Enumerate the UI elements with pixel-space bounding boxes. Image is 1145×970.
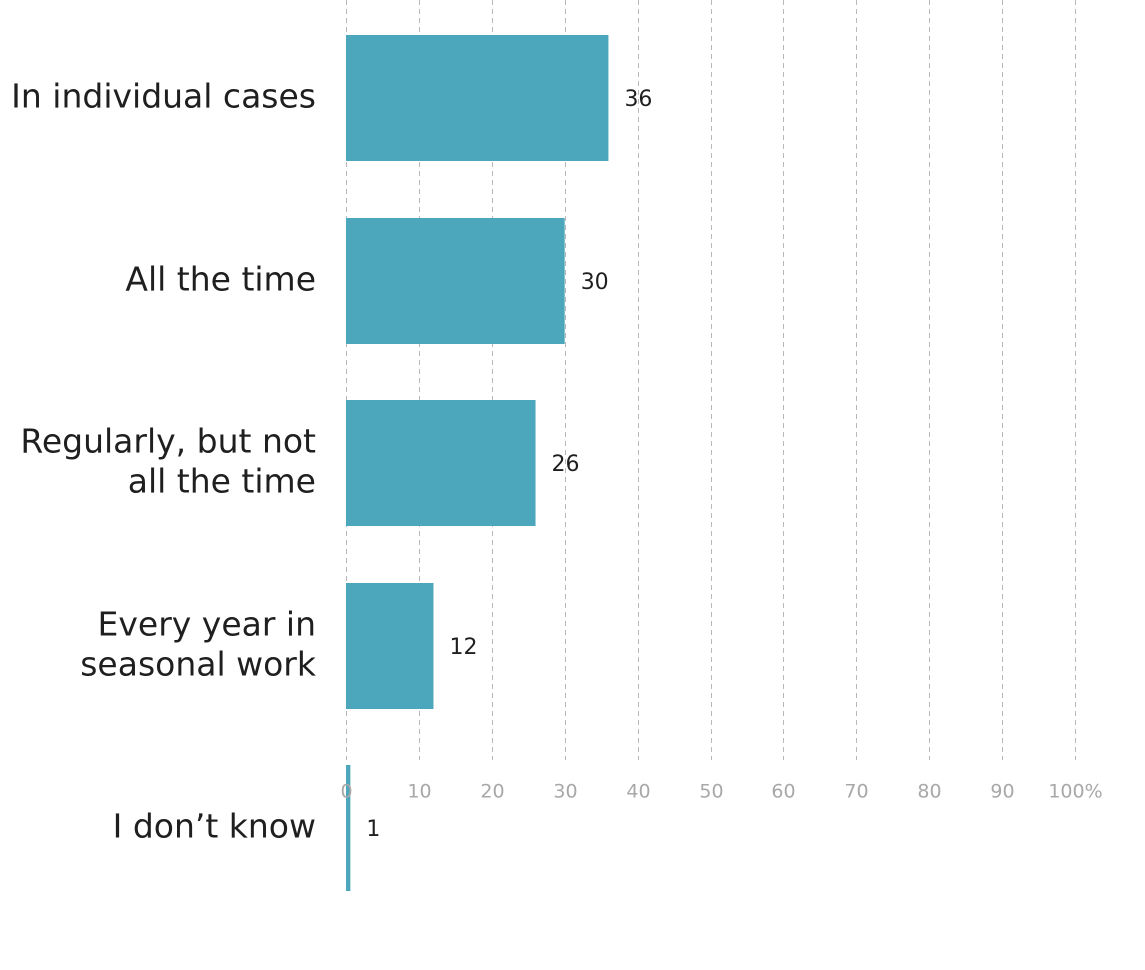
bar [346, 218, 565, 344]
data-label: 12 [449, 635, 477, 660]
data-label: 36 [624, 87, 652, 112]
category-label: All the time [125, 260, 316, 299]
x-tick-label: 10 [407, 781, 431, 803]
data-label: 26 [552, 452, 580, 477]
x-tick-label: 70 [844, 781, 868, 803]
bar [346, 400, 536, 526]
bar [346, 35, 609, 161]
x-tick-label: 90 [990, 781, 1014, 803]
category-label: Regularly, but not [20, 422, 316, 461]
bar [346, 583, 434, 709]
category-label: all the time [128, 462, 316, 501]
category-label: In individual cases [11, 77, 316, 116]
x-tick-label: 20 [480, 781, 504, 803]
x-tick-label: 40 [626, 781, 650, 803]
bar [346, 765, 351, 891]
bar-layer [346, 35, 609, 891]
x-tick-label: 100% [1048, 781, 1102, 803]
x-tick-label: 0 [340, 781, 352, 803]
x-tick-label: 50 [699, 781, 723, 803]
x-tick-label: 60 [771, 781, 795, 803]
data-label: 30 [581, 270, 609, 295]
label-layer: 36 In individual cases 30 All the time 26 Reg… [11, 77, 652, 846]
x-tick-label: 80 [917, 781, 941, 803]
category-label: Every year in [98, 605, 316, 644]
category-label: I don’t know [113, 807, 316, 846]
category-label: seasonal work [80, 645, 317, 684]
x-tick-label: 30 [553, 781, 577, 803]
data-label: 1 [366, 817, 380, 842]
x-axis-ticks: 0 10 20 30 40 50 60 70 80 90 100% [340, 781, 1102, 803]
